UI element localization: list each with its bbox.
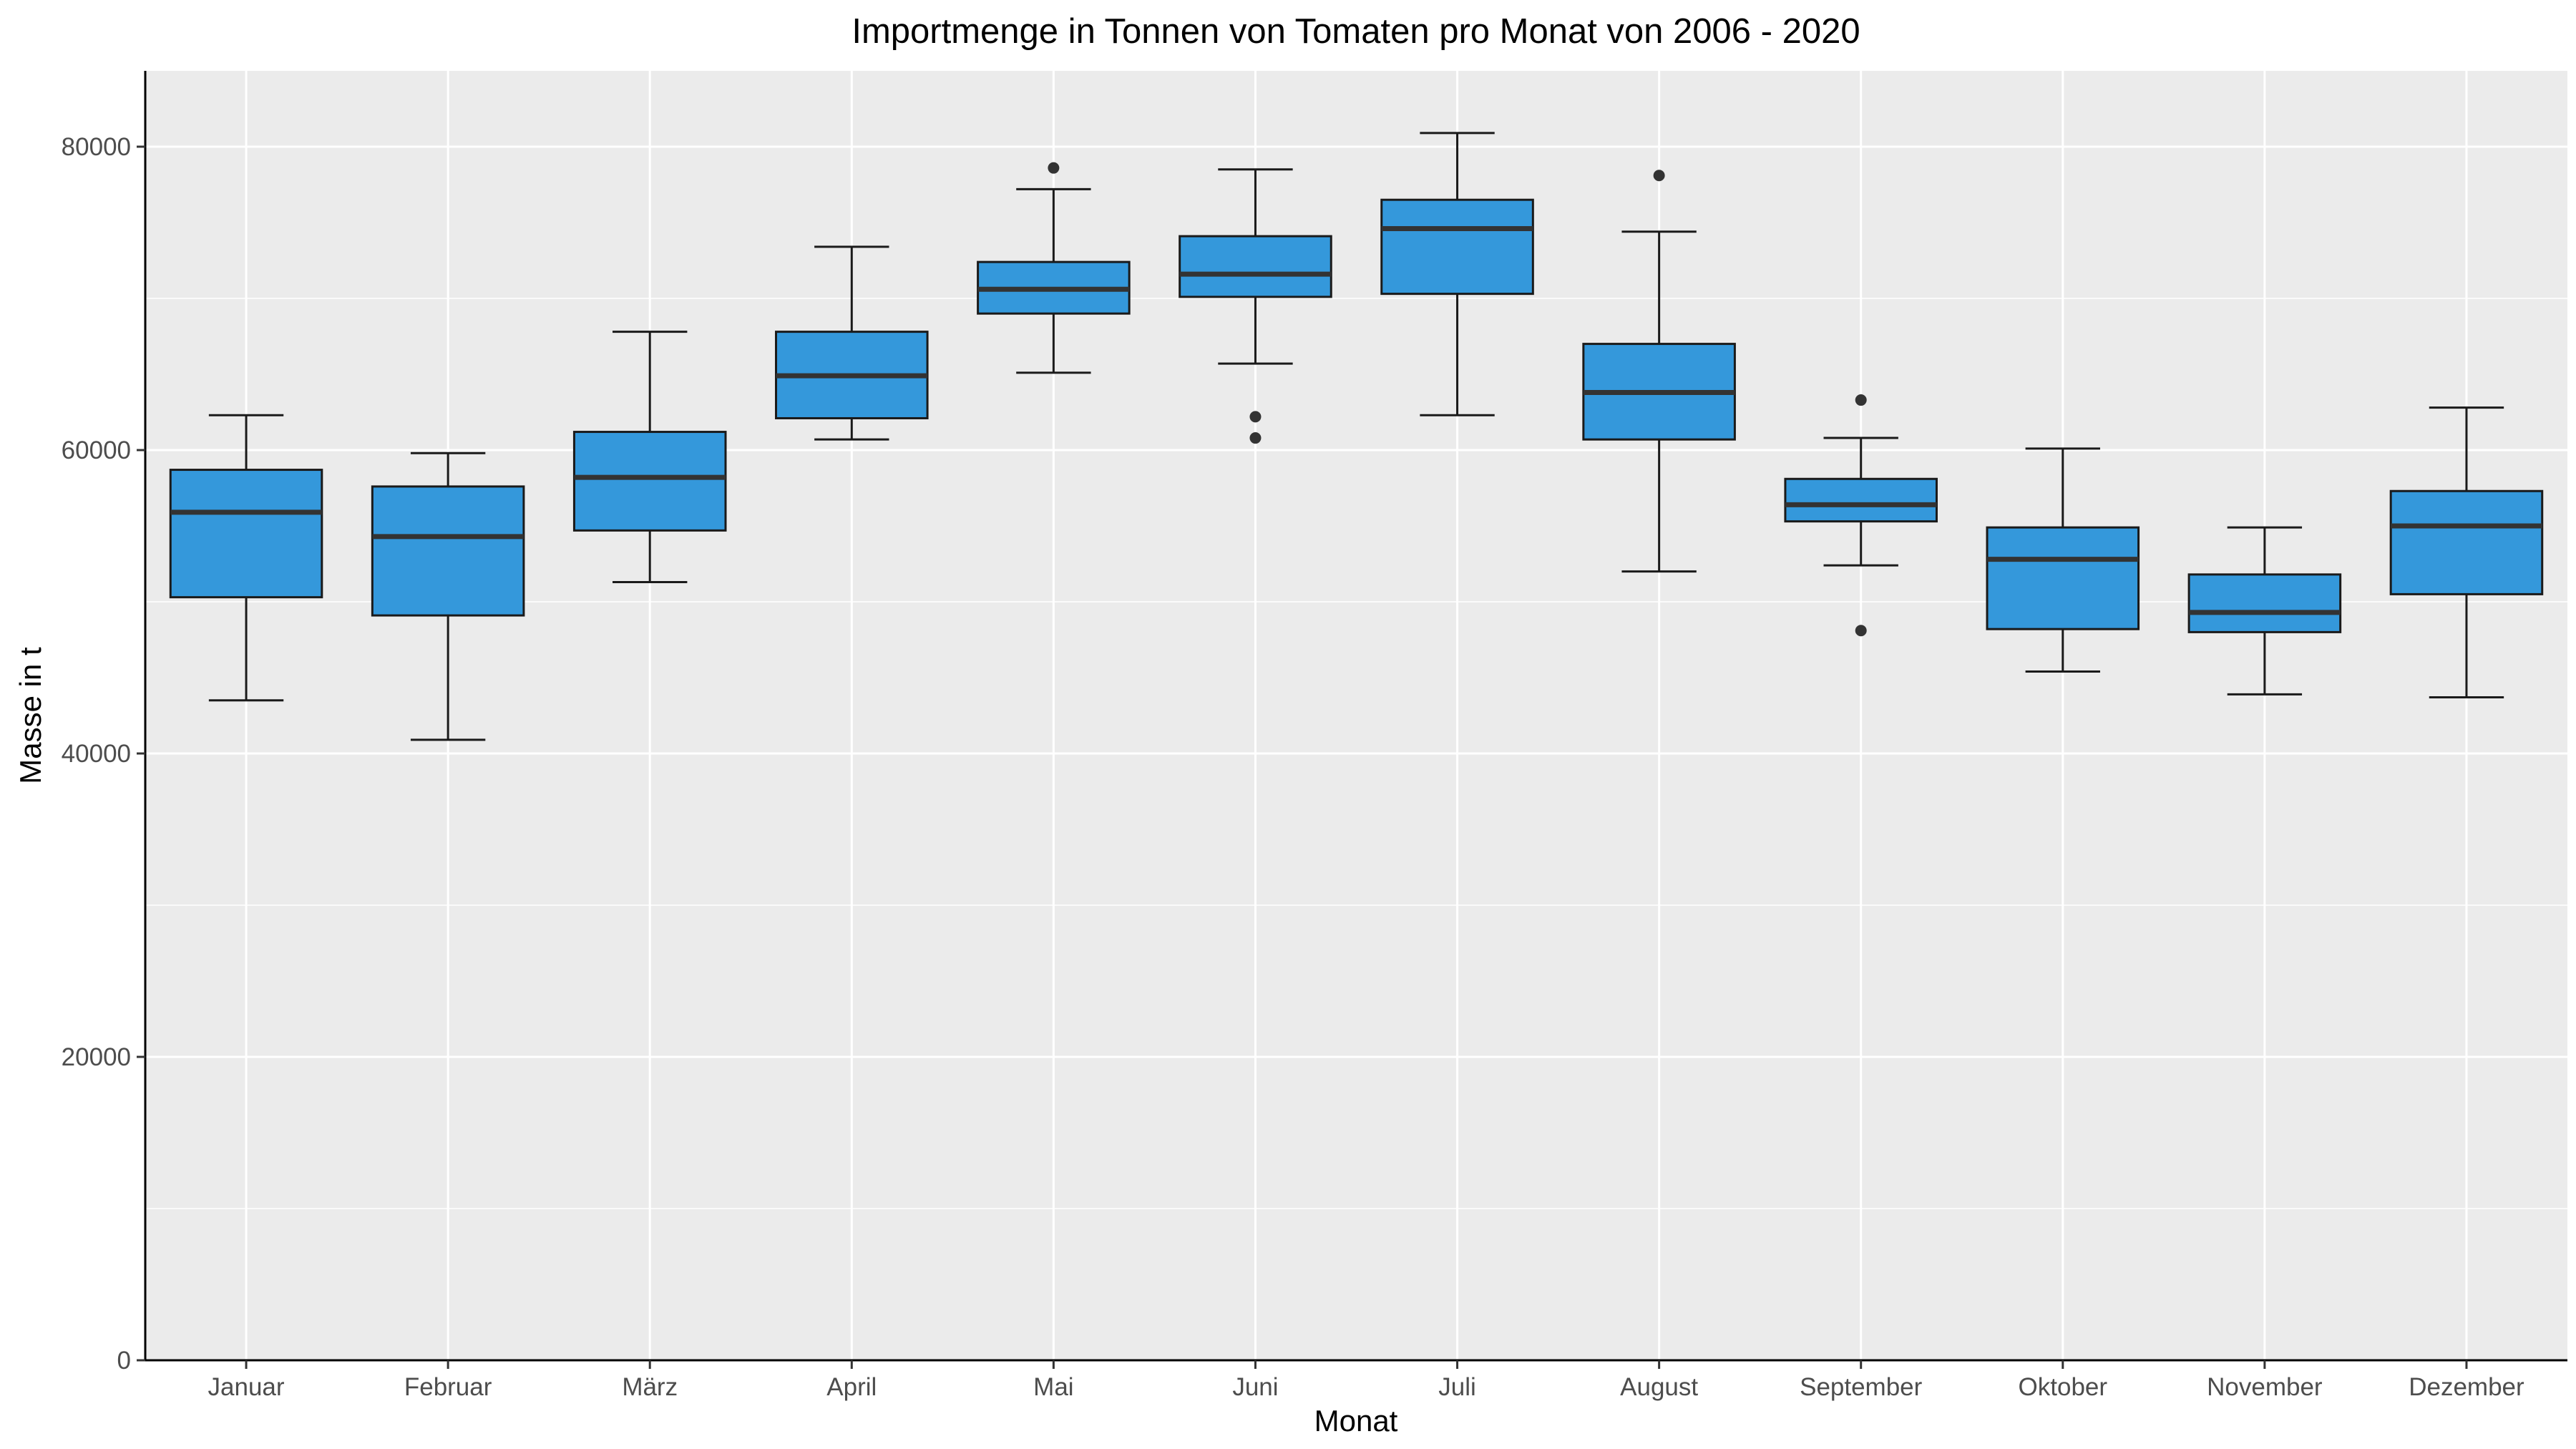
outlier-point [1653, 170, 1665, 182]
box-iqr [371, 485, 525, 617]
box-group [1784, 394, 1938, 637]
box-group [169, 414, 323, 702]
x-tick-label: März [622, 1373, 678, 1401]
x-axis-title: Monat [1314, 1404, 1398, 1438]
x-tick-label: Juli [1438, 1373, 1476, 1401]
x-tick-label: Juni [1232, 1373, 1278, 1401]
box-iqr [169, 469, 323, 599]
box-group [371, 452, 525, 741]
box-group [1582, 170, 1736, 573]
box-group [1179, 168, 1332, 444]
x-tick-label: September [1800, 1373, 1923, 1401]
x-tick-label: November [2207, 1373, 2323, 1401]
box-group [1986, 447, 2140, 673]
y-tick-label: 80000 [62, 133, 131, 161]
y-tick-label: 60000 [62, 436, 131, 464]
box-iqr [1784, 477, 1938, 523]
x-tick-label: Dezember [2409, 1373, 2524, 1401]
box-group [775, 245, 929, 441]
box-group [2187, 526, 2342, 696]
outlier-point [1855, 394, 1867, 406]
chart-title: Importmenge in Tonnen von Tomaten pro Mo… [852, 12, 1860, 51]
y-tick-label: 0 [117, 1347, 131, 1375]
box-iqr [1179, 235, 1332, 298]
x-tick-label: Februar [404, 1373, 492, 1401]
boxes [169, 132, 2544, 741]
y-axis-ticks: 0 20000 40000 60000 80000 [62, 133, 145, 1375]
box-iqr [2187, 573, 2342, 633]
x-tick-label: Januar [208, 1373, 285, 1401]
x-tick-label: August [1620, 1373, 1698, 1401]
x-tick-label: April [826, 1373, 877, 1401]
x-tick-label: Mai [1033, 1373, 1073, 1401]
y-tick-label: 40000 [62, 740, 131, 768]
plot-background [145, 71, 2567, 1360]
x-axis-ticks: Januar Februar März April Mai Juni Juli August S… [208, 1360, 2524, 1401]
box-iqr [1380, 198, 1534, 296]
box-iqr [2389, 489, 2544, 595]
grid-minor [145, 298, 2567, 1209]
x-tick-label: Oktober [2019, 1373, 2108, 1401]
y-tick-label: 20000 [62, 1043, 131, 1071]
outlier-point [1249, 432, 1262, 444]
outlier-point [1048, 162, 1060, 174]
box-group [2389, 406, 2544, 699]
box-group [977, 162, 1131, 374]
outlier-point [1855, 625, 1867, 637]
y-axis-title: Masse in t [14, 647, 47, 784]
outlier-point [1249, 411, 1262, 423]
box-iqr [572, 431, 727, 532]
box-group [1380, 132, 1534, 416]
box-iqr [1986, 526, 2140, 630]
box-group [572, 331, 727, 583]
